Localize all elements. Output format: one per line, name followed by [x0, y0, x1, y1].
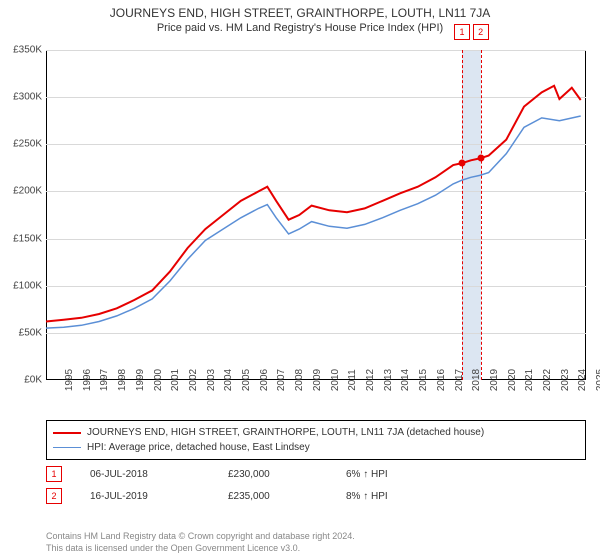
- y-tick-label: £200K: [13, 186, 46, 197]
- y-tick-label: £250K: [13, 139, 46, 150]
- x-tick-label: 2016: [418, 369, 433, 391]
- x-tick-label: 2022: [524, 369, 539, 391]
- sale-date: 06-JUL-2018: [90, 469, 200, 480]
- marker-label: 1: [454, 24, 470, 40]
- x-tick-label: 1998: [99, 369, 114, 391]
- x-tick-label: 2020: [489, 369, 504, 391]
- x-tick-label: 2004: [205, 369, 220, 391]
- x-tick-label: 2025: [577, 369, 592, 391]
- chart-container: JOURNEYS END, HIGH STREET, GRAINTHORPE, …: [0, 0, 600, 560]
- chart-subtitle: Price paid vs. HM Land Registry's House …: [0, 20, 600, 34]
- legend-item: JOURNEYS END, HIGH STREET, GRAINTHORPE, …: [53, 425, 579, 440]
- x-tick-label: 2018: [453, 369, 468, 391]
- x-tick-label: 2009: [294, 369, 309, 391]
- x-tick-label: 1999: [117, 369, 132, 391]
- y-tick-label: £300K: [13, 92, 46, 103]
- marker-dot: [477, 155, 484, 162]
- marker-label: 2: [473, 24, 489, 40]
- footer: Contains HM Land Registry data © Crown c…: [46, 530, 355, 554]
- series-hpi: [46, 116, 581, 328]
- y-tick-label: £50K: [19, 327, 46, 338]
- sale-delta: 6% ↑ HPI: [346, 469, 388, 480]
- y-tick-label: £100K: [13, 280, 46, 291]
- x-tick-label: 2021: [506, 369, 521, 391]
- sale-delta: 8% ↑ HPI: [346, 491, 388, 502]
- x-tick-label: 2015: [400, 369, 415, 391]
- sale-marker-box: 2: [46, 488, 62, 504]
- x-tick-label: 2007: [258, 369, 273, 391]
- x-tick-label: 2017: [436, 369, 451, 391]
- x-tick-label: 2012: [347, 369, 362, 391]
- sale-marker-box: 1: [46, 466, 62, 482]
- x-tick-label: 2011: [329, 369, 344, 391]
- x-tick-label: 2019: [471, 369, 486, 391]
- legend-item: HPI: Average price, detached house, East…: [53, 440, 579, 455]
- footer-copyright: Contains HM Land Registry data © Crown c…: [46, 530, 355, 542]
- chart-title: JOURNEYS END, HIGH STREET, GRAINTHORPE, …: [0, 0, 600, 20]
- x-tick-label: 2010: [312, 369, 327, 391]
- x-tick-label: 2008: [276, 369, 291, 391]
- chart-plot-area: 12 £0K£50K£100K£150K£200K£250K£300K£350K…: [46, 50, 586, 380]
- x-tick-label: 1996: [64, 369, 79, 391]
- y-tick-label: £150K: [13, 233, 46, 244]
- x-tick-label: 2023: [542, 369, 557, 391]
- line-series: [46, 50, 586, 380]
- sale-price: £235,000: [228, 491, 318, 502]
- x-tick-label: 2003: [188, 369, 203, 391]
- x-tick-label: 2013: [365, 369, 380, 391]
- x-tick-label: 2006: [241, 369, 256, 391]
- y-tick-label: £350K: [13, 45, 46, 56]
- sale-date: 16-JUL-2019: [90, 491, 200, 502]
- x-tick-label: 2002: [170, 369, 185, 391]
- sale-price: £230,000: [228, 469, 318, 480]
- marker-dot: [459, 160, 466, 167]
- footer-license: This data is licensed under the Open Gov…: [46, 542, 355, 554]
- x-tick-label: 2005: [223, 369, 238, 391]
- x-tick-label: 1995: [46, 369, 61, 391]
- x-tick-label: 1997: [81, 369, 96, 391]
- x-tick-label: 2014: [382, 369, 397, 391]
- legend: JOURNEYS END, HIGH STREET, GRAINTHORPE, …: [46, 420, 586, 460]
- x-tick-label: 2024: [559, 369, 574, 391]
- y-tick-label: £0K: [24, 375, 46, 386]
- x-tick-label: 2000: [135, 369, 150, 391]
- series-price_paid: [46, 86, 581, 322]
- x-tick-label: 2001: [152, 369, 167, 391]
- sale-row: 1 06-JUL-2018 £230,000 6% ↑ HPI: [46, 466, 586, 482]
- sale-row: 2 16-JUL-2019 £235,000 8% ↑ HPI: [46, 488, 586, 504]
